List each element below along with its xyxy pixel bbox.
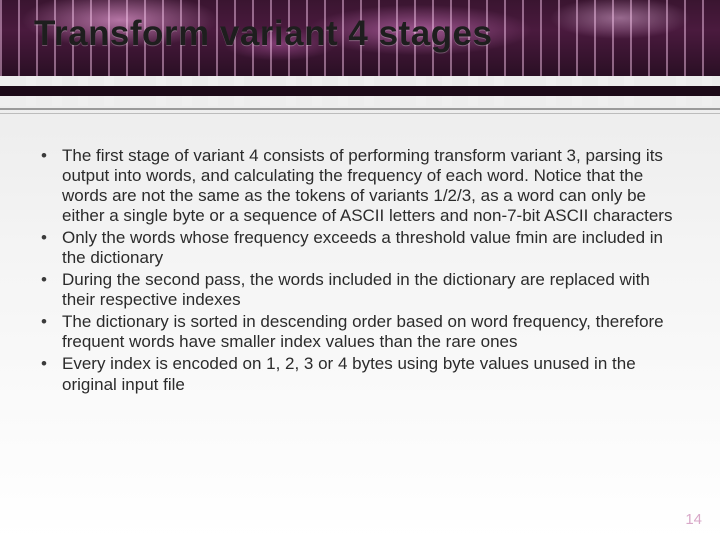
list-item: Only the words whose frequency exceeds a… — [38, 228, 682, 268]
list-item: The dictionary is sorted in descending o… — [38, 312, 682, 352]
bullet-text: Only the words whose frequency exceeds a… — [62, 228, 663, 267]
bullet-list: The first stage of variant 4 consists of… — [38, 146, 682, 395]
slide: Transform variant 4 stages The first sta… — [0, 0, 720, 540]
bullet-text: During the second pass, the words includ… — [62, 270, 650, 309]
header-divider-rules — [0, 106, 720, 118]
bullet-text: The dictionary is sorted in descending o… — [62, 312, 664, 351]
filmstrip-sprockets-bottom — [0, 96, 720, 106]
slide-title: Transform variant 4 stages — [34, 14, 700, 54]
bullet-text: Every index is encoded on 1, 2, 3 or 4 b… — [62, 354, 636, 393]
list-item: The first stage of variant 4 consists of… — [38, 146, 682, 226]
list-item: During the second pass, the words includ… — [38, 270, 682, 310]
page-number: 14 — [685, 511, 702, 528]
content-area: The first stage of variant 4 consists of… — [38, 146, 682, 397]
filmstrip-sprockets-top — [0, 76, 720, 86]
bullet-text: The first stage of variant 4 consists of… — [62, 146, 672, 225]
header-filmstrip: Transform variant 4 stages — [0, 0, 720, 118]
filmstrip-dark-band — [0, 86, 720, 96]
list-item: Every index is encoded on 1, 2, 3 or 4 b… — [38, 354, 682, 394]
